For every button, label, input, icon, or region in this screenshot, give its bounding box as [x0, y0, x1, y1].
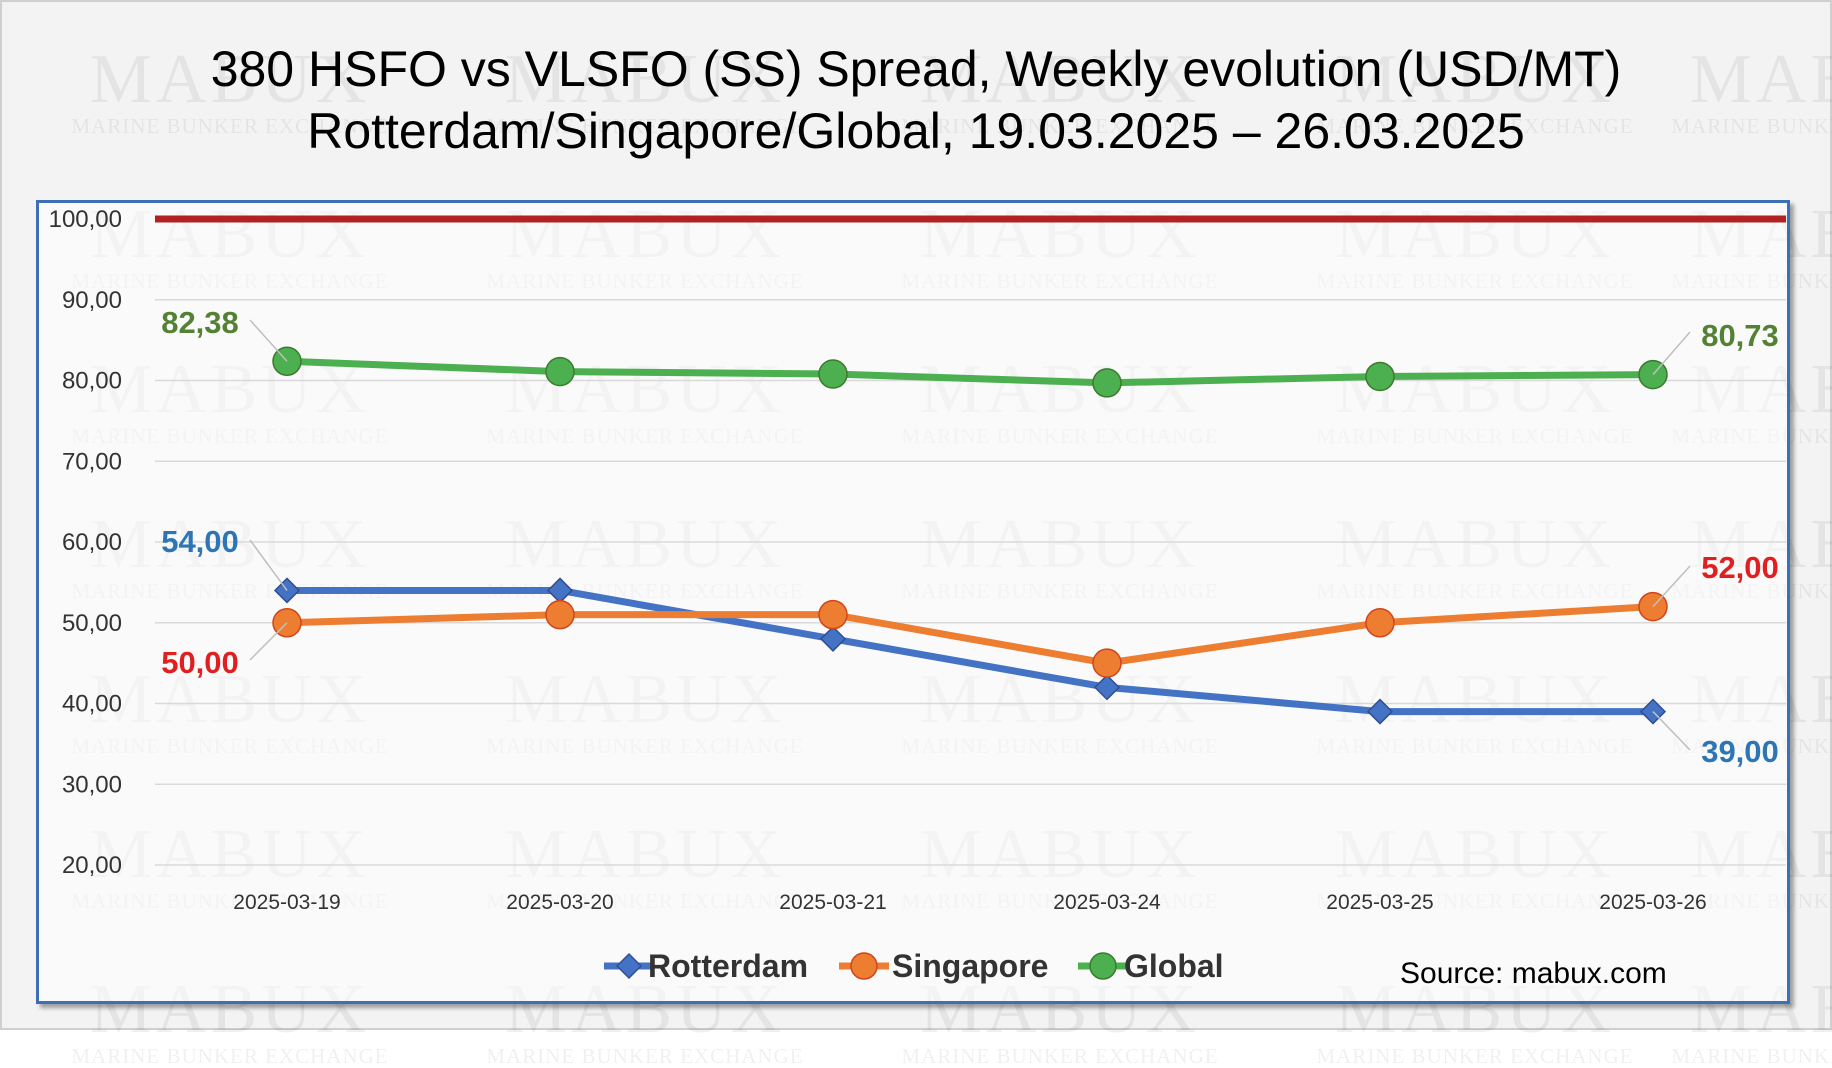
legend-label: Singapore — [892, 948, 1048, 984]
source-note: Source: mabux.com — [1400, 957, 1667, 990]
x-tick-label: 2025-03-25 — [1326, 891, 1433, 914]
x-tick-label: 2025-03-19 — [233, 891, 340, 914]
legend-marker — [1089, 952, 1117, 980]
data-label: 50,00 — [161, 645, 239, 680]
series-line-rotterdam — [283, 586, 1657, 716]
y-tick-label: 20,00 — [62, 852, 122, 879]
y-tick-label: 40,00 — [62, 691, 122, 718]
y-tick-label: 100,00 — [49, 206, 122, 233]
watermark-tagline: MARINE BUNKER EXCHANGE — [1316, 1044, 1634, 1068]
watermark-tagline: MARINE BUNKER EXCHANGE — [71, 1044, 389, 1068]
data-point-rotterdam — [1366, 698, 1394, 725]
plot-area-frame — [36, 200, 1790, 1004]
x-tick-label: 2025-03-26 — [1599, 891, 1706, 914]
data-point-singapore — [1092, 648, 1122, 678]
data-point-rotterdam — [546, 577, 574, 604]
y-tick-label: 30,00 — [62, 771, 122, 798]
data-label-leader — [1652, 711, 1691, 751]
data-label-leader — [249, 539, 288, 591]
y-tick-label: 70,00 — [62, 448, 122, 475]
legend: Rotterdam Singapore Global — [604, 948, 1224, 984]
data-point-global — [818, 359, 848, 389]
legend-item-rotterdam: Rotterdam — [604, 948, 808, 984]
data-point-rotterdam — [819, 625, 847, 652]
title-line-1: 380 HSFO vs VLSFO (SS) Spread, Weekly ev… — [210, 41, 1622, 97]
legend-marker — [850, 952, 878, 980]
y-tick-label: 80,00 — [62, 368, 122, 395]
data-point-global — [545, 356, 575, 387]
y-tick-label: 60,00 — [62, 529, 122, 556]
data-label: 52,00 — [1701, 550, 1779, 585]
legend-item-global: Global — [1078, 948, 1224, 984]
data-point-singapore — [818, 599, 848, 630]
data-label: 54,00 — [161, 524, 239, 559]
data-point-singapore — [1365, 608, 1395, 638]
legend-item-singapore: Singapore — [839, 948, 1048, 984]
series-line-global — [283, 357, 1657, 387]
data-label: 80,73 — [1701, 318, 1779, 353]
watermark-tagline: MARINE BUNKER EXCHANGE — [1671, 1044, 1832, 1068]
legend-label: Global — [1124, 948, 1224, 984]
data-point-singapore — [545, 599, 575, 630]
y-tick-label: 90,00 — [62, 287, 122, 314]
title-line-2: Rotterdam/Singapore/Global, 19.03.2025 –… — [307, 103, 1525, 159]
data-label-leader — [249, 319, 288, 362]
x-tick-label: 2025-03-21 — [779, 891, 886, 914]
data-point-global — [1092, 368, 1122, 398]
data-point-rotterdam — [1093, 674, 1121, 701]
data-label: 39,00 — [1701, 734, 1779, 769]
data-label: 82,38 — [161, 305, 239, 340]
chart-title: 380 HSFO vs VLSFO (SS) Spread, Weekly ev… — [0, 38, 1832, 162]
watermark-tagline: MARINE BUNKER EXCHANGE — [486, 1044, 804, 1068]
series-line-singapore — [283, 603, 1657, 667]
line-chart: 20,00 30,00 40,00 50,00 60,00 70,00 80,00 90,00… — [49, 206, 1786, 984]
data-point-global — [1365, 361, 1395, 392]
legend-label: Rotterdam — [648, 948, 808, 984]
x-tick-label: 2025-03-24 — [1053, 891, 1161, 914]
data-label-leader — [249, 622, 288, 661]
watermark-tagline: MARINE BUNKER EXCHANGE — [901, 1044, 1219, 1068]
y-tick-label: 50,00 — [62, 610, 122, 637]
outer-frame — [0, 0, 1832, 1030]
data-label-leader — [1652, 331, 1691, 376]
x-tick-label: 2025-03-20 — [506, 891, 613, 914]
data-label-leader — [1652, 565, 1691, 608]
legend-marker — [615, 952, 643, 980]
